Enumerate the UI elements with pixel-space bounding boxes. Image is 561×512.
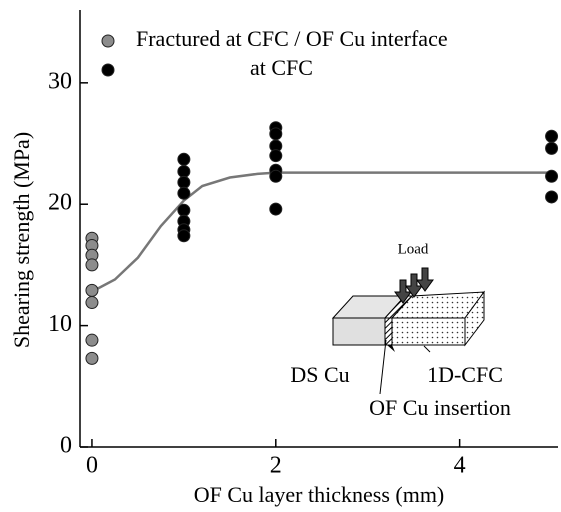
point — [545, 129, 559, 143]
point — [269, 149, 283, 163]
annotation: Load — [398, 241, 429, 257]
point — [177, 203, 191, 217]
point — [177, 186, 191, 200]
point — [85, 283, 99, 297]
point — [269, 127, 283, 141]
x-tick-label: 2 — [270, 453, 282, 479]
legend-label: at CFC — [250, 55, 313, 80]
point — [85, 351, 99, 365]
point — [177, 175, 191, 189]
annotation: OF Cu insertion — [369, 395, 511, 420]
y-tick-label: 20 — [48, 190, 72, 216]
point — [269, 202, 283, 216]
inset-diagram — [331, 267, 486, 395]
point — [177, 152, 191, 166]
fit-curve — [91, 171, 552, 293]
point — [85, 333, 99, 347]
x-axis-title: OF Cu layer thickness (mm) — [194, 482, 445, 507]
x-tick-label: 0 — [86, 453, 98, 479]
x-tick-label: 4 — [454, 453, 466, 479]
point — [85, 258, 99, 272]
point — [545, 190, 559, 204]
annotation: DS Cu — [290, 362, 349, 387]
y-axis-title: Shearing strength (MPa) — [9, 132, 34, 348]
point — [545, 169, 559, 183]
point — [177, 229, 191, 243]
point — [545, 141, 559, 155]
legend-marker — [101, 63, 115, 77]
point — [177, 164, 191, 178]
y-tick-label: 10 — [48, 311, 72, 337]
legend-marker — [101, 34, 115, 48]
y-tick-label: 0 — [60, 433, 72, 459]
point — [269, 169, 283, 183]
y-tick-label: 30 — [48, 68, 72, 94]
point — [85, 296, 99, 310]
legend-label: Fractured at CFC / OF Cu interface — [136, 26, 448, 51]
annotation: 1D-CFC — [427, 362, 503, 387]
